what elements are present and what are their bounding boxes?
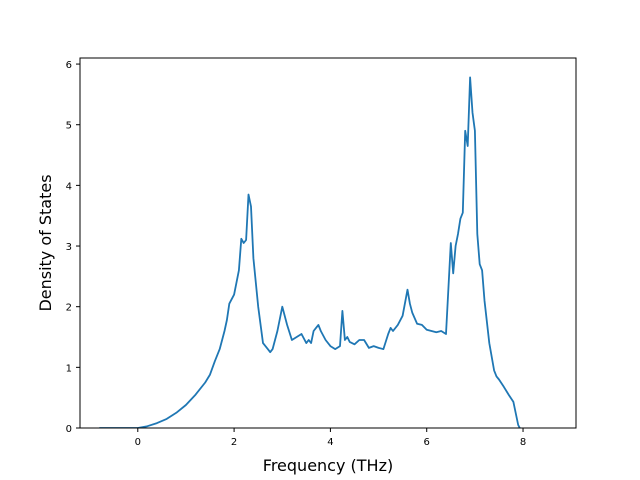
y-axis-ticks: 0 1 2 3 4 5 6 bbox=[66, 60, 80, 435]
y-tick-label: 4 bbox=[66, 181, 72, 192]
x-tick-label: 6 bbox=[424, 437, 430, 448]
y-tick-label: 1 bbox=[66, 363, 72, 374]
x-axis-ticks: 0 2 4 6 8 bbox=[135, 428, 526, 448]
plot-frame bbox=[79, 57, 577, 429]
x-tick-label: 2 bbox=[231, 437, 237, 448]
y-tick-label: 3 bbox=[66, 242, 72, 253]
x-axis-label: Frequency (THz) bbox=[263, 456, 393, 475]
y-tick-label: 0 bbox=[66, 424, 72, 435]
x-tick-label: 0 bbox=[135, 437, 141, 448]
dos-series-line bbox=[99, 76, 521, 428]
y-tick-label: 5 bbox=[66, 121, 72, 132]
x-tick-label: 4 bbox=[327, 437, 333, 448]
y-axis-label: Density of States bbox=[36, 174, 55, 311]
y-tick-label: 6 bbox=[66, 60, 72, 71]
x-tick-label: 8 bbox=[520, 437, 526, 448]
y-tick-label: 2 bbox=[66, 303, 72, 314]
series-layer bbox=[99, 76, 521, 428]
